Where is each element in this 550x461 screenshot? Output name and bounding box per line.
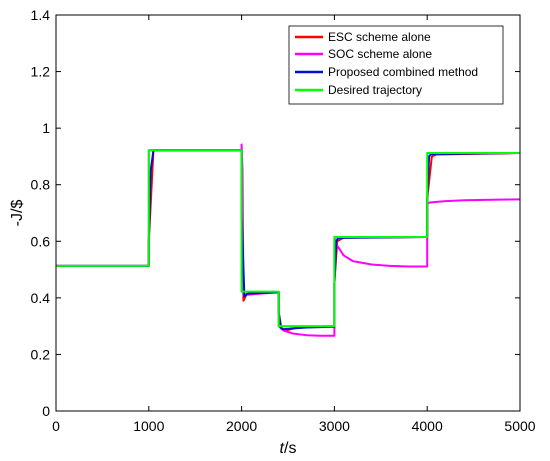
y-tick-label: 0.2 — [31, 346, 51, 362]
y-tick-label: 0.4 — [31, 290, 51, 306]
y-axis-title: -J/$ — [9, 200, 26, 227]
y-tick-label: 1.4 — [31, 7, 51, 23]
y-tick-label: 0 — [42, 403, 50, 419]
y-tick-labels: 0 0.2 0.4 0.6 0.8 1 1.2 1.4 — [31, 7, 51, 419]
axes-layer — [55, 14, 521, 412]
legend-label-soc: SOC scheme alone — [328, 47, 432, 61]
plot-frame — [55, 14, 521, 412]
series-layer — [56, 143, 521, 337]
y-tick-label: 1 — [42, 120, 50, 136]
x-axis-title-unit: /s — [284, 440, 296, 457]
legend-label-desired: Desired trajectory — [328, 83, 422, 97]
legend-box — [288, 25, 504, 105]
y-tick-label: 0.6 — [31, 233, 51, 249]
series-line-3 — [56, 149, 520, 328]
y-tick-label: 1.2 — [31, 64, 51, 80]
x-tick-label: 5000 — [504, 418, 535, 434]
y-tick-label: 0.8 — [31, 177, 51, 193]
legend-label-esc: ESC scheme alone — [328, 30, 431, 44]
x-tick-label: 1000 — [133, 418, 164, 434]
x-tick-label: 4000 — [412, 418, 443, 434]
x-tick-label: 2000 — [226, 418, 257, 434]
legend-label-combined: Proposed combined method — [328, 65, 478, 79]
legend: ESC scheme alone SOC scheme alone Propos… — [288, 25, 504, 105]
x-axis-title-symbol: t — [280, 440, 285, 457]
x-axis-title: t/s — [280, 440, 297, 457]
x-tick-label: 0 — [52, 418, 60, 434]
x-tick-label: 3000 — [319, 418, 350, 434]
x-tick-labels: 0 1000 2000 3000 4000 5000 — [52, 418, 536, 434]
